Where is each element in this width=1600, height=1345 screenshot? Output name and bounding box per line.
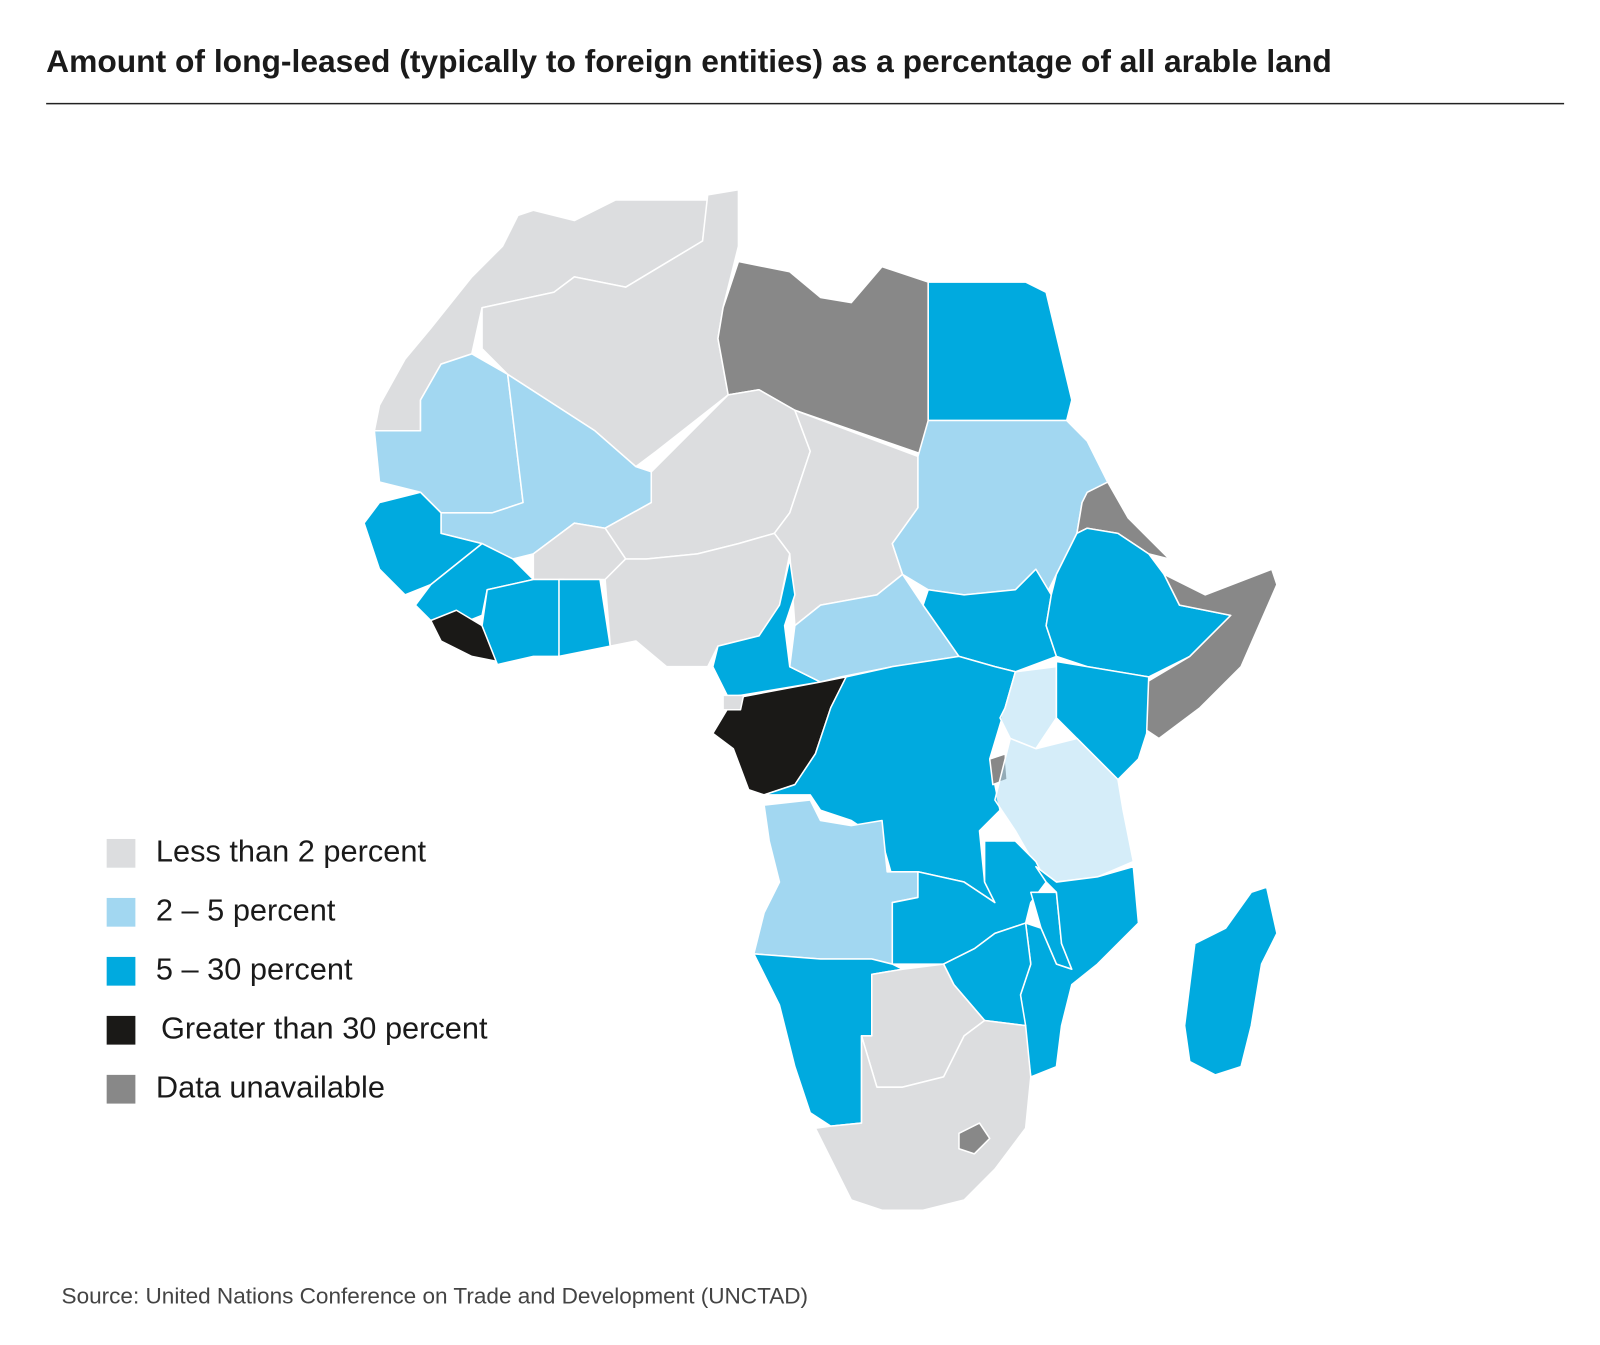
legend-swatch [106,897,136,927]
source-note: Source: United Nations Conference on Tra… [62,1283,809,1308]
africa-map [363,188,1278,1212]
legend-swatch [106,1074,136,1104]
legend-label: Data unavailable [156,1069,385,1104]
legend-swatch [106,838,136,868]
country-region [481,578,565,666]
country-region [1183,886,1278,1076]
country-region [988,753,1008,786]
country-region [1055,660,1150,781]
country-region [558,578,612,658]
country-region [722,694,745,711]
country-region [927,281,1073,422]
legend-label: Less than 2 percent [156,833,427,868]
legend-label: 2 – 5 percent [156,892,336,927]
country-region [814,1019,1032,1212]
legend-swatch [106,1015,136,1045]
country-region [1142,568,1278,740]
legend-swatch [106,956,136,986]
title: Amount of long-leased (typically to fore… [46,43,1332,79]
country-region [958,1122,991,1155]
legend-label: 5 – 30 percent [156,951,353,986]
legend: Less than 2 percent 2 – 5 percent 5 – 30 p… [106,833,488,1104]
legend-label: Greater than 30 percent [161,1010,488,1045]
